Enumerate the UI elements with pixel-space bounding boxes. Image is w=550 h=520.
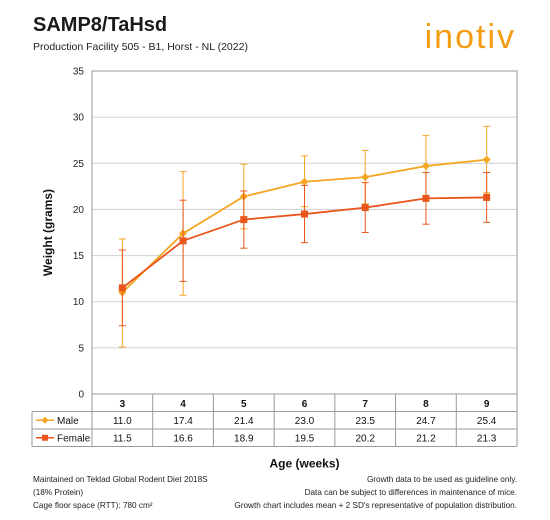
legend-swatch-marker <box>42 434 48 441</box>
data-label: 16.6 <box>173 433 193 444</box>
y-tick-label: 0 <box>78 390 84 401</box>
data-point <box>422 194 430 202</box>
legend-label: Female <box>57 433 91 444</box>
data-label: 25.4 <box>477 416 497 427</box>
chart-title: SAMP8/TaHsd <box>33 14 168 36</box>
data-point <box>421 162 430 171</box>
data-point <box>179 237 187 245</box>
series-female <box>118 172 491 327</box>
data-point <box>361 173 370 182</box>
footer-cage-line: Cage floor space (RTT): 780 cm² <box>33 500 153 510</box>
footer-disclaimer-line-2: Data can be subject to differences in ma… <box>304 487 517 497</box>
x-tick-label: 9 <box>484 399 490 410</box>
data-point <box>483 193 491 201</box>
x-axis-label: Age (weeks) <box>269 457 339 471</box>
y-tick-label: 10 <box>73 297 85 308</box>
weight-chart: 0 5 10 15 20 25 30 35 Weight (grams) 3 4 5 6 7 8 9 Male 1… <box>31 67 518 471</box>
footer-protein-line: (18% Protein) <box>33 487 84 497</box>
data-label: 21.2 <box>416 433 436 444</box>
footer-disclaimer-line-1: Growth data to be used as guideline only… <box>366 475 517 484</box>
data-label: 11.0 <box>113 416 132 427</box>
data-point <box>300 177 309 186</box>
data-label: 23.0 <box>295 416 315 427</box>
x-tick-label: 8 <box>423 399 429 410</box>
footer-diet-line: Maintained on Teklad Global Rodent Diet … <box>33 475 208 484</box>
data-label: 23.5 <box>355 416 375 427</box>
x-tick-label: 7 <box>362 399 368 410</box>
footer-disclaimer: Growth data to be used as guideline only… <box>234 474 517 512</box>
legend-swatch-marker <box>41 416 49 424</box>
legend-label: Male <box>57 416 79 427</box>
y-tick-label: 30 <box>73 113 85 124</box>
y-tick-label: 35 <box>73 67 85 78</box>
data-point <box>118 284 126 292</box>
chart-subtitle: Production Facility 505 - B1, Horst - NL… <box>33 41 248 53</box>
data-label: 18.9 <box>234 433 254 444</box>
x-tick-label: 5 <box>241 399 247 410</box>
data-label: 24.7 <box>416 416 436 427</box>
data-label: 11.5 <box>113 433 132 444</box>
data-label: 21.3 <box>477 433 497 444</box>
data-label: 20.2 <box>355 433 375 444</box>
x-tick-label: 6 <box>302 399 308 410</box>
x-tick-label: 3 <box>120 399 126 410</box>
y-tick-label: 15 <box>73 251 85 262</box>
data-label: 21.4 <box>234 416 254 427</box>
y-axis-label: Weight (grams) <box>41 189 55 276</box>
footer-disclaimer-line-3: Growth chart includes mean + 2 SD's repr… <box>234 500 517 510</box>
data-label: 19.5 <box>295 433 315 444</box>
data-point <box>301 210 308 218</box>
data-point <box>240 216 248 224</box>
data-point <box>482 155 491 164</box>
data-label: 17.4 <box>173 416 193 427</box>
y-tick-label: 20 <box>73 205 85 216</box>
y-tick-label: 25 <box>73 159 85 170</box>
footer-diet-info: Maintained on Teklad Global Rodent Diet … <box>33 474 208 512</box>
y-tick-label: 5 <box>78 343 84 354</box>
data-point <box>361 204 369 212</box>
x-tick-label: 4 <box>180 399 186 410</box>
